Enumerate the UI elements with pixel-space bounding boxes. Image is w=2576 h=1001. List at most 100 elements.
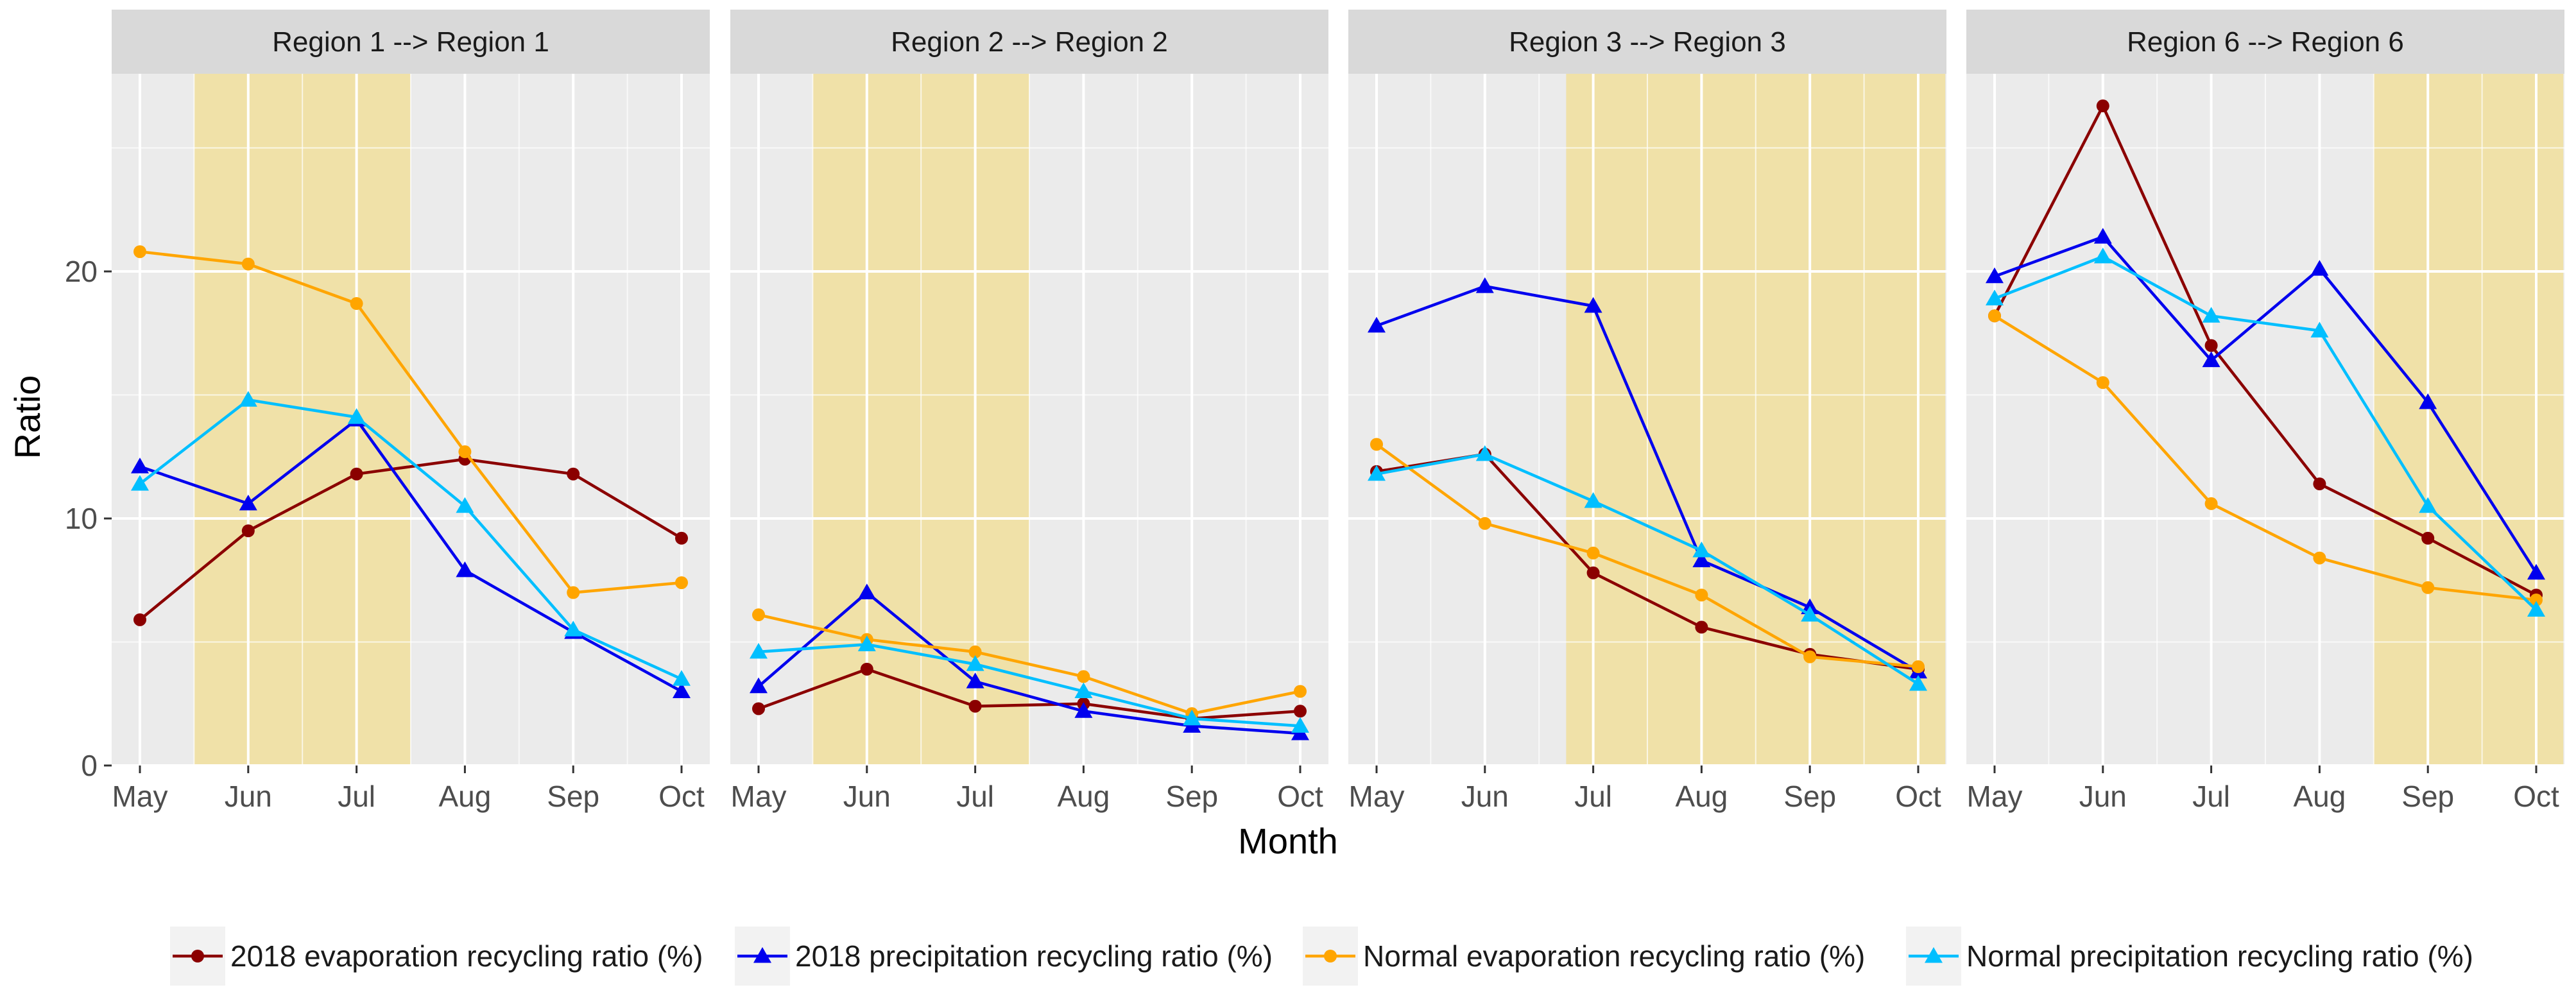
data-point bbox=[673, 670, 691, 686]
data-point bbox=[1074, 682, 1093, 698]
legend: 2018 evaporation recycling ratio (%) 2018… bbox=[170, 927, 2473, 986]
series-line bbox=[139, 418, 683, 693]
x-axis-title: Month bbox=[1238, 821, 1338, 861]
x-tick-label-oct: Oct bbox=[1277, 780, 1323, 813]
data-point bbox=[2093, 228, 2112, 244]
x-tick-label-jun: Jun bbox=[843, 780, 891, 813]
data-point bbox=[456, 561, 474, 578]
facet-panel-3: Region 3 --> Region 3 May Jun Jul Aug Sep Oct bbox=[1348, 10, 1946, 813]
legend-item-2018-evaporation-recycling-ratio: 2018 evaporation recycling ratio (%) bbox=[170, 927, 703, 986]
data-point bbox=[1695, 620, 1708, 634]
data-point bbox=[1478, 517, 1491, 530]
series-line bbox=[139, 458, 683, 621]
data-point bbox=[2202, 351, 2220, 368]
data-point bbox=[1294, 685, 1307, 698]
x-tick-label-jun: Jun bbox=[1461, 780, 1509, 813]
data-point bbox=[752, 608, 765, 622]
data-point bbox=[1370, 438, 1383, 451]
data-point bbox=[1586, 546, 1600, 560]
series-line bbox=[757, 591, 1301, 735]
facet-strip bbox=[1966, 10, 2564, 74]
legend-label: Normal evaporation recycling ratio (%) bbox=[1363, 939, 1865, 973]
series-line bbox=[758, 643, 1301, 728]
x-tick-label-jul: Jul bbox=[1574, 780, 1612, 813]
data-point bbox=[1077, 670, 1090, 683]
x-tick-label-jul: Jul bbox=[2192, 780, 2230, 813]
facet-title: Region 3 --> Region 3 bbox=[1509, 26, 1786, 58]
data-point bbox=[2313, 551, 2326, 565]
x-tick-label-jun: Jun bbox=[2079, 780, 2127, 813]
data-point bbox=[239, 494, 257, 511]
x-tick-label-sep: Sep bbox=[1165, 780, 1218, 813]
data-point bbox=[968, 699, 982, 713]
y-tick-label-0: 0 bbox=[81, 749, 98, 782]
data-point bbox=[1803, 650, 1817, 663]
series-normal-precipitation-recycling-ratio bbox=[131, 391, 691, 686]
x-tick-label-oct: Oct bbox=[2513, 780, 2559, 813]
x-tick-label-may: May bbox=[1967, 780, 2023, 813]
data-point bbox=[1074, 702, 1093, 718]
data-point bbox=[1584, 492, 1602, 508]
data-point bbox=[750, 642, 768, 659]
data-point bbox=[567, 586, 580, 599]
highlight-band bbox=[2373, 74, 2564, 766]
data-point bbox=[966, 672, 984, 689]
x-tick-label-aug: Aug bbox=[2293, 780, 2346, 813]
data-point bbox=[1986, 289, 2004, 305]
data-point bbox=[131, 458, 149, 474]
data-point bbox=[347, 408, 366, 424]
y-axis-title: Ratio bbox=[7, 375, 47, 459]
x-tick-label-aug: Aug bbox=[1057, 780, 1110, 813]
x-tick-label-oct: Oct bbox=[658, 780, 705, 813]
x-tick-label-aug: Aug bbox=[438, 780, 491, 813]
data-point bbox=[673, 682, 691, 698]
data-point bbox=[1475, 445, 1494, 461]
data-point bbox=[2202, 307, 2220, 323]
data-point bbox=[2093, 247, 2112, 264]
x-tick-label-jun: Jun bbox=[225, 780, 272, 813]
data-point bbox=[2419, 497, 2437, 513]
data-point bbox=[1986, 267, 2004, 284]
data-point bbox=[1294, 705, 1307, 718]
series-line bbox=[1376, 284, 1919, 673]
legend-key-marker bbox=[1925, 947, 1943, 963]
series-line bbox=[1994, 255, 2537, 612]
data-point bbox=[752, 702, 765, 715]
data-point bbox=[2421, 531, 2435, 545]
data-point bbox=[133, 613, 146, 626]
data-point bbox=[1475, 277, 1494, 293]
data-point bbox=[675, 531, 688, 545]
data-point bbox=[350, 297, 363, 311]
x-tick-label-jul: Jul bbox=[956, 780, 994, 813]
x-tick-label-may: May bbox=[731, 780, 787, 813]
data-point bbox=[1183, 709, 1201, 726]
x-tick-label-oct: Oct bbox=[1895, 780, 1941, 813]
series-normal-evaporation-recycling-ratio bbox=[1988, 309, 2543, 607]
data-point bbox=[131, 475, 149, 491]
facet-title: Region 2 --> Region 2 bbox=[891, 26, 1168, 58]
data-point bbox=[2527, 563, 2545, 580]
data-point bbox=[2310, 260, 2329, 276]
series-line bbox=[139, 250, 682, 594]
legend-key-marker bbox=[1324, 950, 1337, 963]
data-point bbox=[966, 655, 984, 671]
facet-strip bbox=[1348, 10, 1946, 74]
facet-strip bbox=[730, 10, 1328, 74]
series-line bbox=[1993, 104, 2537, 597]
data-point bbox=[2421, 581, 2435, 594]
data-point bbox=[2310, 321, 2329, 338]
x-tick-label-aug: Aug bbox=[1675, 780, 1728, 813]
series-normal-evaporation-recycling-ratio bbox=[1370, 438, 1925, 673]
legend-label: 2018 evaporation recycling ratio (%) bbox=[230, 939, 703, 973]
data-point bbox=[750, 677, 768, 694]
data-point bbox=[2530, 594, 2543, 607]
data-point bbox=[239, 391, 257, 407]
data-point bbox=[133, 245, 146, 259]
data-point bbox=[2419, 393, 2437, 409]
y-axis: 0 10 20 bbox=[65, 255, 112, 782]
data-point bbox=[1368, 316, 1386, 333]
data-point bbox=[857, 583, 876, 599]
x-tick-label-may: May bbox=[112, 780, 168, 813]
legend-item-normal-evaporation-recycling-ratio: Normal evaporation recycling ratio (%) bbox=[1303, 927, 1865, 986]
